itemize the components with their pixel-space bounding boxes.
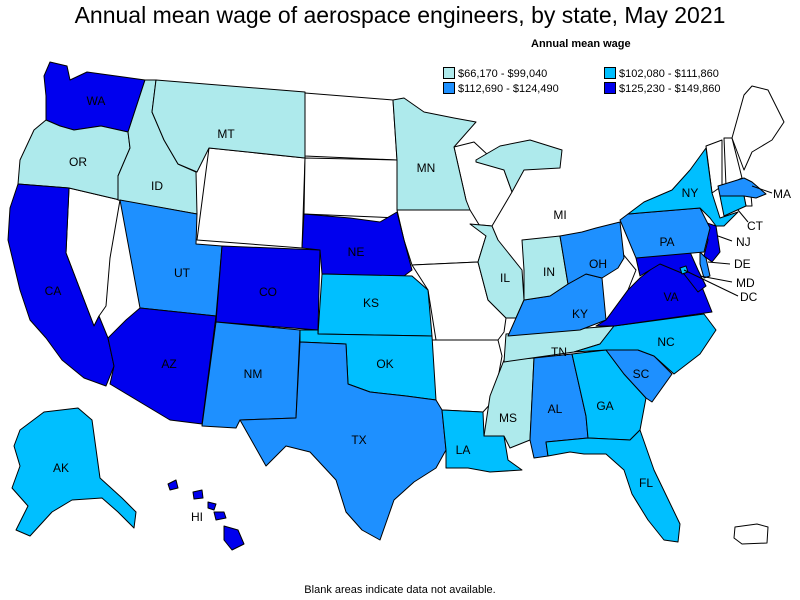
label-MI: MI — [553, 208, 566, 222]
map-title: Annual mean wage of aerospace engineers,… — [74, 2, 726, 28]
label-CA: CA — [45, 284, 62, 298]
state-NH — [723, 137, 743, 187]
state-labels: WA OR CA ID MT UT AZ CO NM NE KS OK TX M… — [45, 94, 791, 524]
label-CO: CO — [259, 285, 277, 299]
label-AK: AK — [53, 461, 69, 475]
label-OK: OK — [376, 357, 393, 371]
label-TX: TX — [351, 433, 366, 447]
label-ID: ID — [151, 179, 163, 193]
label-WA: WA — [87, 94, 106, 108]
label-IN: IN — [543, 265, 555, 279]
state-HI — [167, 479, 245, 551]
label-AL: AL — [548, 402, 563, 416]
legend-swatch-bin-1 — [443, 67, 455, 79]
label-UT: UT — [174, 266, 191, 280]
state-NE — [301, 211, 413, 277]
label-DC: DC — [740, 290, 758, 304]
state-CA — [7, 183, 115, 387]
state-TX — [239, 341, 447, 541]
legend-label-bin-4: $125,230 - $149,860 — [619, 83, 721, 95]
state-WY — [196, 147, 306, 249]
legend-item-bin-1: $66,170 - $99,040 — [443, 67, 547, 81]
label-VA: VA — [663, 290, 678, 304]
legend-label-bin-3: $112,690 - $124,490 — [458, 83, 559, 95]
label-OR: OR — [69, 155, 87, 169]
label-NJ: NJ — [736, 235, 751, 249]
label-MS: MS — [499, 411, 517, 425]
legend-item-bin-3: $112,690 - $124,490 — [443, 82, 559, 96]
state-PA — [619, 207, 711, 259]
state-ND — [304, 92, 398, 161]
label-NE: NE — [348, 245, 365, 259]
state-CT — [719, 195, 747, 217]
label-KS: KS — [363, 296, 379, 310]
state-PR — [733, 523, 769, 545]
label-TN: TN — [551, 345, 567, 359]
legend-swatch-bin-2 — [604, 67, 616, 79]
label-NM: NM — [244, 367, 263, 381]
label-IL: IL — [500, 271, 510, 285]
state-MA — [717, 177, 767, 199]
label-DE: DE — [734, 257, 751, 271]
label-FL: FL — [639, 476, 653, 490]
legend-swatch-bin-3 — [443, 82, 455, 94]
label-GA: GA — [596, 399, 613, 413]
label-SC: SC — [633, 367, 650, 381]
state-AK — [11, 407, 137, 537]
state-NC — [573, 313, 717, 375]
state-FL — [545, 429, 681, 543]
label-MD: MD — [736, 276, 755, 290]
state-LA — [441, 409, 523, 473]
label-NC: NC — [657, 335, 675, 349]
legend-item-bin-2: $102,080 - $111,860 — [604, 67, 719, 81]
state-ME — [731, 85, 785, 171]
state-AZ — [107, 307, 217, 425]
footnote: Blank areas indicate data not available. — [304, 584, 496, 596]
state-MI — [475, 139, 563, 193]
label-CT: CT — [747, 219, 764, 233]
label-KY: KY — [572, 307, 588, 321]
legend-label-bin-1: $66,170 - $99,040 — [458, 68, 548, 80]
label-AZ: AZ — [161, 357, 176, 371]
legend-swatch-bin-4 — [604, 82, 616, 94]
state-KS — [317, 273, 433, 337]
legend-label-bin-2: $102,080 - $111,860 — [619, 68, 719, 80]
label-LA: LA — [456, 443, 471, 457]
state-SD — [303, 157, 401, 219]
state-MT — [151, 79, 306, 173]
state-MD — [635, 251, 707, 293]
label-MA: MA — [773, 187, 791, 201]
legend-item-bin-4: $125,230 - $149,860 — [604, 82, 721, 96]
label-MT: MT — [217, 127, 235, 141]
state-MN — [392, 97, 477, 211]
state-NY — [627, 147, 739, 227]
label-MN: MN — [417, 161, 436, 175]
label-HI: HI — [191, 510, 203, 524]
state-OH — [559, 221, 625, 285]
label-NY: NY — [682, 186, 699, 200]
legend-title: Annual mean wage — [531, 38, 631, 50]
label-OH: OH — [589, 257, 607, 271]
label-PA: PA — [659, 235, 674, 249]
state-IA — [396, 209, 487, 266]
